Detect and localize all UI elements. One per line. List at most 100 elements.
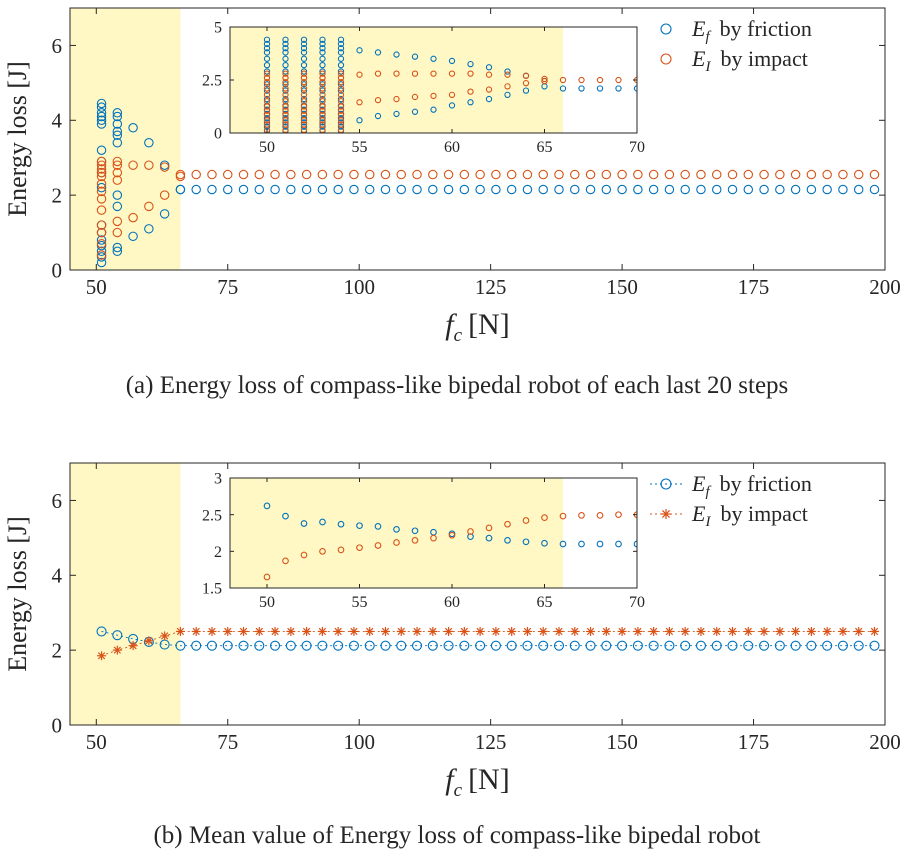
data-point-friction <box>393 525 400 533</box>
data-point-friction <box>428 184 438 195</box>
data-point-friction <box>319 119 326 126</box>
data-point-friction <box>300 123 308 130</box>
data-point-impact <box>96 160 107 170</box>
data-point-friction <box>664 640 675 651</box>
data-point-impact <box>504 83 511 90</box>
y-tick-label: 3 <box>214 471 222 488</box>
data-point-impact <box>448 70 456 77</box>
data-point-friction <box>282 81 289 88</box>
data-point-friction <box>282 512 289 520</box>
data-point-friction <box>633 85 637 92</box>
data-point-impact <box>648 169 659 180</box>
data-point-impact <box>96 227 107 238</box>
data-point-impact <box>380 626 390 636</box>
data-point-friction <box>853 184 864 195</box>
data-point-friction <box>263 55 271 62</box>
x-tick-label: 200 <box>869 275 901 299</box>
data-point-impact <box>300 98 308 105</box>
data-point-friction <box>578 85 585 92</box>
data-point-impact <box>617 169 627 180</box>
data-point-impact <box>522 626 532 636</box>
data-point-impact <box>854 626 864 636</box>
x-axis-label-unit: [N] <box>468 308 510 341</box>
data-point-friction <box>175 640 186 651</box>
data-point-impact <box>759 169 769 180</box>
data-point-friction <box>443 184 454 195</box>
data-point-friction <box>506 640 517 651</box>
axes-frame <box>69 7 886 271</box>
data-point-impact <box>522 169 533 180</box>
data-point-friction <box>759 184 769 195</box>
series-line-friction <box>101 630 875 647</box>
data-point-impact <box>664 626 674 636</box>
data-point-friction <box>475 184 485 195</box>
data-point-friction <box>680 640 691 651</box>
x-tick-label: 125 <box>475 730 507 754</box>
data-point-friction <box>711 184 722 195</box>
data-point-impact <box>759 626 769 636</box>
data-point-impact <box>337 121 345 128</box>
data-point-impact <box>300 121 308 128</box>
data-point-friction <box>319 115 326 122</box>
data-point-friction <box>319 40 326 48</box>
data-point-impact <box>838 626 848 636</box>
data-point-impact <box>319 78 326 86</box>
data-point-friction <box>615 540 622 548</box>
data-point-impact <box>538 169 548 180</box>
data-point-friction <box>775 184 785 195</box>
data-point-friction <box>430 106 437 113</box>
data-point-friction <box>319 68 326 75</box>
data-point-impact <box>559 76 567 84</box>
data-point-impact <box>175 626 185 636</box>
data-point-friction <box>506 184 517 195</box>
x-tick-label: 70 <box>629 594 645 611</box>
data-point-friction <box>443 640 454 651</box>
data-point-friction <box>356 47 363 54</box>
data-point-impact <box>596 76 604 84</box>
data-point-friction <box>393 110 400 118</box>
data-point-impact <box>96 179 107 189</box>
data-point-impact <box>380 169 391 180</box>
data-point-impact <box>300 70 308 77</box>
data-point-impact <box>601 626 611 636</box>
data-point-friction <box>317 184 328 195</box>
data-point-friction <box>128 123 138 133</box>
data-point-friction <box>333 184 343 195</box>
data-point-impact <box>411 70 419 77</box>
data-point-impact <box>356 544 363 552</box>
data-point-impact <box>396 626 406 636</box>
x-tick-label: 50 <box>86 275 107 299</box>
data-point-friction <box>467 60 474 68</box>
data-point-impact <box>175 169 186 180</box>
series-layer <box>96 98 880 268</box>
data-point-friction <box>411 640 423 651</box>
data-point-friction <box>869 640 880 651</box>
data-point-impact <box>633 626 643 636</box>
data-point-friction <box>263 62 271 69</box>
data-point-friction <box>286 184 296 195</box>
data-point-friction <box>790 640 801 651</box>
data-point-impact <box>504 71 511 78</box>
data-point-friction <box>822 184 832 195</box>
data-point-friction <box>207 184 217 195</box>
data-point-impact <box>806 169 817 180</box>
y-tick-label: 2 <box>52 183 63 207</box>
data-point-friction <box>319 49 326 56</box>
data-point-friction <box>112 111 123 122</box>
data-point-friction <box>263 45 271 52</box>
data-point-friction <box>300 49 308 56</box>
data-point-friction <box>853 640 864 651</box>
data-point-friction <box>96 257 107 268</box>
data-point-friction <box>554 184 564 195</box>
data-point-friction <box>319 45 326 52</box>
data-point-impact <box>617 626 627 636</box>
data-point-friction <box>504 91 511 98</box>
data-point-impact <box>444 626 454 636</box>
data-point-friction <box>337 87 345 94</box>
data-point-friction <box>485 534 493 542</box>
legend-label-friction: Ef by friction <box>691 471 812 500</box>
x-tick-label: 50 <box>86 730 107 754</box>
data-point-friction <box>144 137 154 148</box>
data-point-impact <box>696 169 706 180</box>
data-point-impact <box>207 169 217 180</box>
